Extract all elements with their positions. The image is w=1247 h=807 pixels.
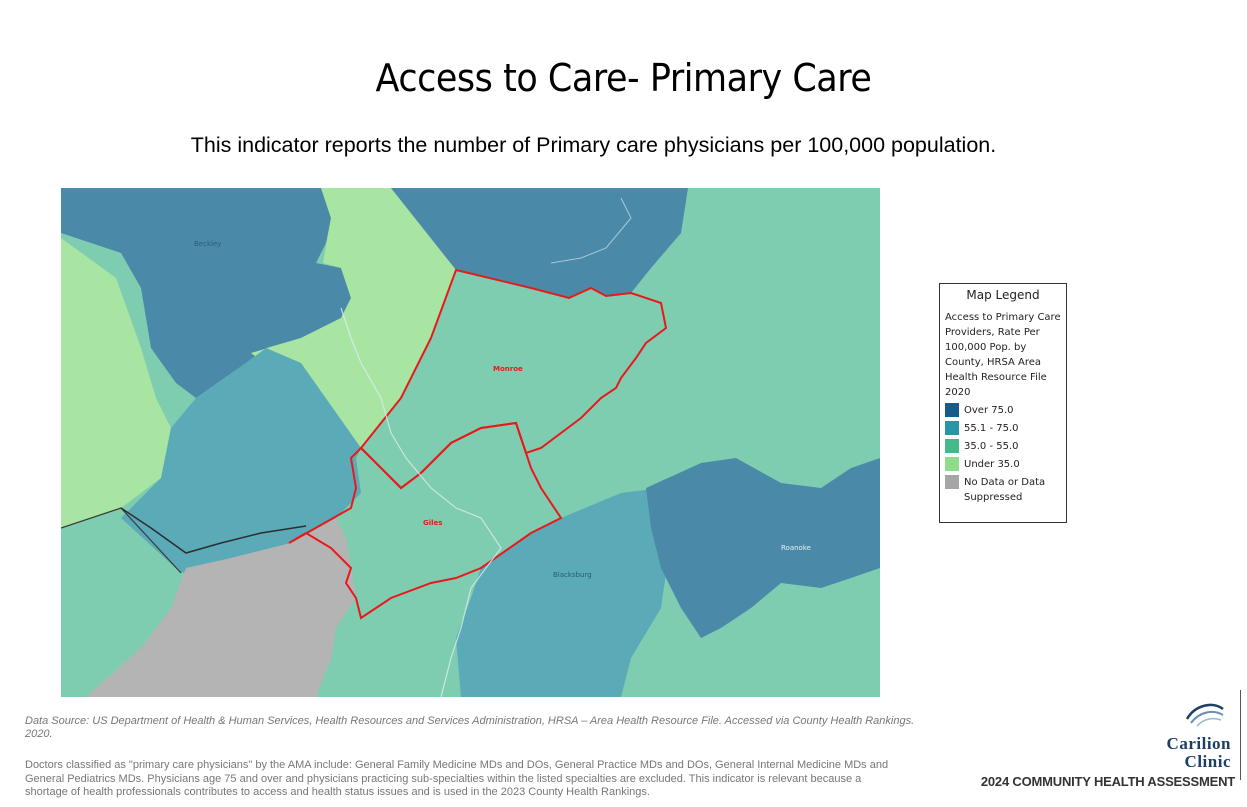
region-blacksburg <box>456 488 671 697</box>
legend-title: Map Legend <box>966 288 1040 302</box>
legend-item: Under 35.0 <box>945 457 1061 472</box>
legend-swatch <box>945 457 959 471</box>
river-line <box>340 307 502 697</box>
region-beckley <box>61 188 351 398</box>
legend-swatch <box>945 475 959 489</box>
label-blacksburg: Blacksburg <box>553 571 592 579</box>
page-subtitle: This indicator reports the number of Pri… <box>190 133 997 157</box>
river-line-north <box>550 197 632 264</box>
legend-swatch <box>945 439 959 453</box>
legend-label: Under 35.0 <box>964 459 1020 470</box>
region-north-dark <box>391 188 688 298</box>
label-roanoke: Roanoke <box>781 544 811 552</box>
legend-item: Over 75.0 <box>945 403 1061 418</box>
carilion-logo: Carilion Clinic <box>1133 697 1231 771</box>
carilion-swoosh-icon <box>1185 703 1224 727</box>
legend-swatch <box>945 421 959 435</box>
label-monroe: Monroe <box>493 365 523 373</box>
legend-label: 55.1 - 75.0 <box>964 423 1019 434</box>
legend-item: No Data or Data Suppressed <box>945 475 1061 505</box>
state-border-south <box>120 507 307 554</box>
region-roanoke <box>646 458 880 638</box>
data-source: Data Source: US Department of Health & H… <box>25 715 915 740</box>
legend-label: 35.0 - 55.0 <box>964 441 1019 452</box>
legend-description: Access to Primary Care Providers, Rate P… <box>945 312 1061 398</box>
brand-line-2: Clinic <box>1184 752 1231 771</box>
brand-line-1: Carilion <box>1166 734 1231 753</box>
map-legend: Map Legend Access to Primary Care Provid… <box>939 283 1067 523</box>
legend-item: 35.0 - 55.0 <box>945 439 1061 454</box>
assessment-tagline: 2024 COMMUNITY HEALTH ASSESSMENT <box>980 774 1235 789</box>
region-no-data <box>86 518 356 697</box>
legend-item: 55.1 - 75.0 <box>945 421 1061 436</box>
map-canvas[interactable]: Beckley Monroe Giles Blacksburg Roanoke <box>61 188 880 697</box>
legend-items: Over 75.0 55.1 - 75.0 35.0 - 55.0 Under … <box>945 403 1061 505</box>
giles-county-outline[interactable] <box>288 421 563 620</box>
page-title: Access to Care- Primary Care <box>375 56 872 100</box>
indicator-note: Doctors classified as "primary care phys… <box>25 759 889 798</box>
divider-line <box>1240 690 1241 780</box>
region-midleft-teal <box>121 348 361 573</box>
legend-label: No Data or Data Suppressed <box>964 477 1046 503</box>
legend-label: Over 75.0 <box>964 405 1014 416</box>
choropleth-map[interactable]: Beckley Monroe Giles Blacksburg Roanoke <box>61 188 880 697</box>
label-giles: Giles <box>423 519 442 527</box>
region-left-light <box>61 238 171 528</box>
label-beckley: Beckley <box>194 240 221 248</box>
legend-swatch <box>945 403 959 417</box>
